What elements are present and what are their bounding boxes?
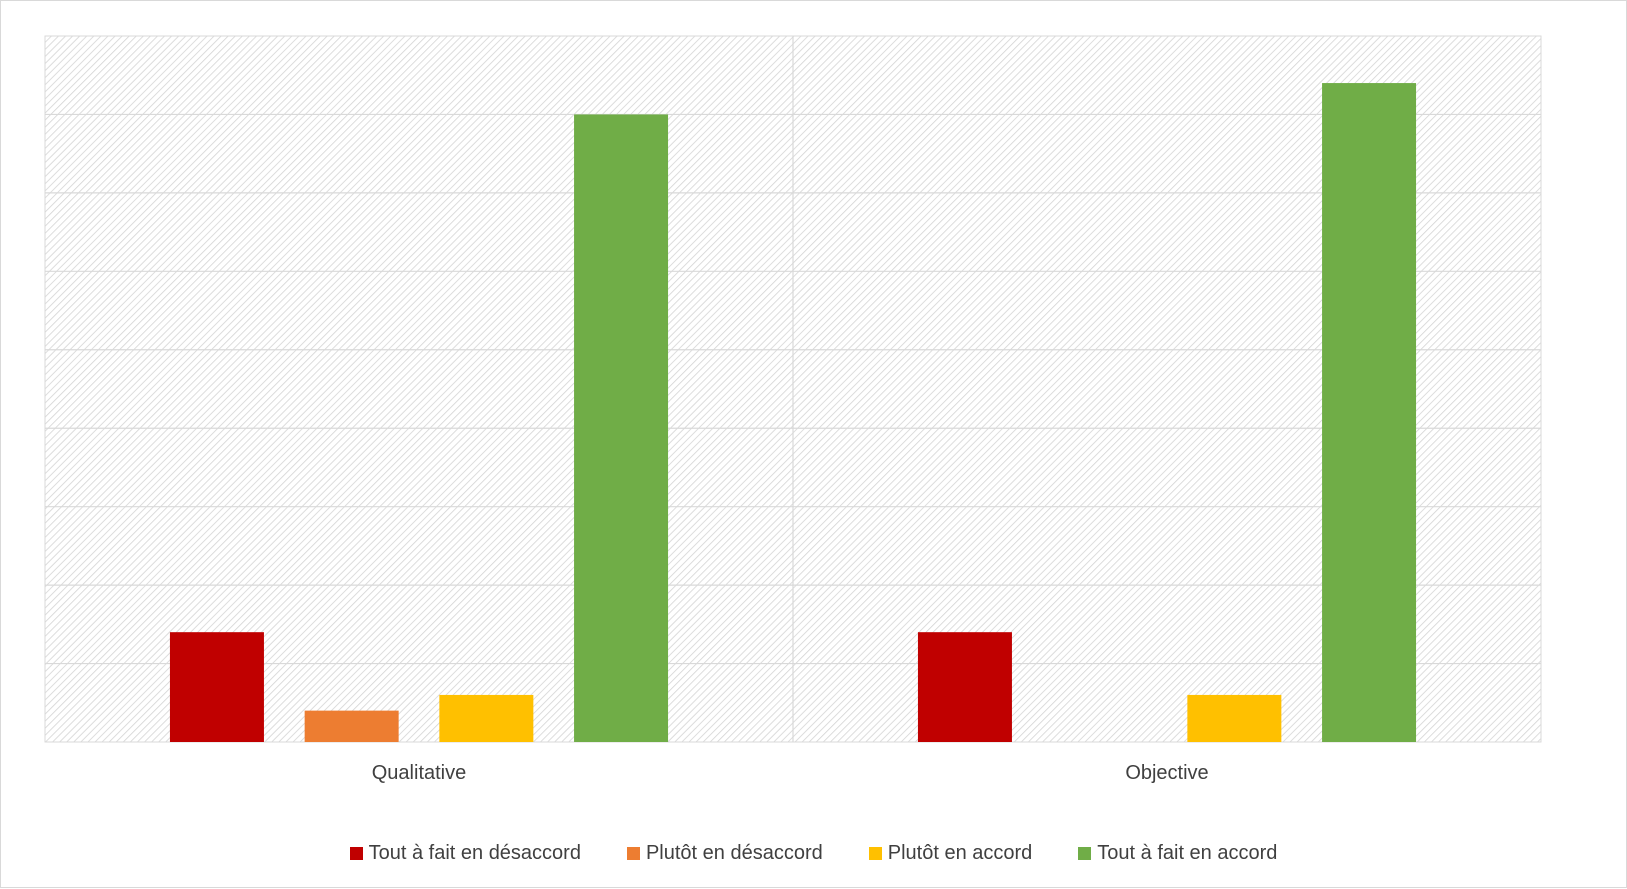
legend: Tout à fait en désaccord Plutôt en désac… (0, 838, 1627, 868)
legend-swatch-plutot-en-accord (868, 846, 882, 860)
legend-swatch-tout-a-fait-en-desaccord (349, 846, 363, 860)
category-label: Objective (1125, 762, 1208, 784)
bars (169, 83, 1417, 743)
legend-item: Tout à fait en accord (1078, 842, 1277, 865)
gridlines (45, 36, 1541, 742)
legend-label: Plutôt en désaccord (645, 841, 823, 864)
category-label: Qualitative (372, 762, 467, 784)
bar-objective-series-0 (917, 632, 1012, 742)
bar-qualitative-series-1 (304, 710, 399, 742)
legend-item: Plutôt en accord (868, 841, 1033, 865)
bar-qualitative-series-2 (439, 694, 534, 742)
bar-qualitative-series-0 (169, 632, 264, 742)
bar-objective-series-2 (1187, 694, 1282, 742)
legend-item: Tout à fait en désaccord (349, 841, 581, 865)
bar-objective-series-3 (1322, 83, 1417, 743)
legend-label: Plutôt en accord (887, 841, 1033, 864)
legend-label: Tout à fait en désaccord (368, 841, 581, 864)
legend-label: Tout à fait en accord (1097, 841, 1278, 864)
legend-item: Plutôt en désaccord (626, 841, 823, 865)
category-labels: Qualitative Objective (372, 762, 1209, 784)
legend-swatch-tout-a-fait-en-accord (1078, 846, 1092, 860)
legend-swatch-plutot-en-desaccord (626, 846, 640, 860)
bar-qualitative-series-3 (574, 114, 669, 742)
